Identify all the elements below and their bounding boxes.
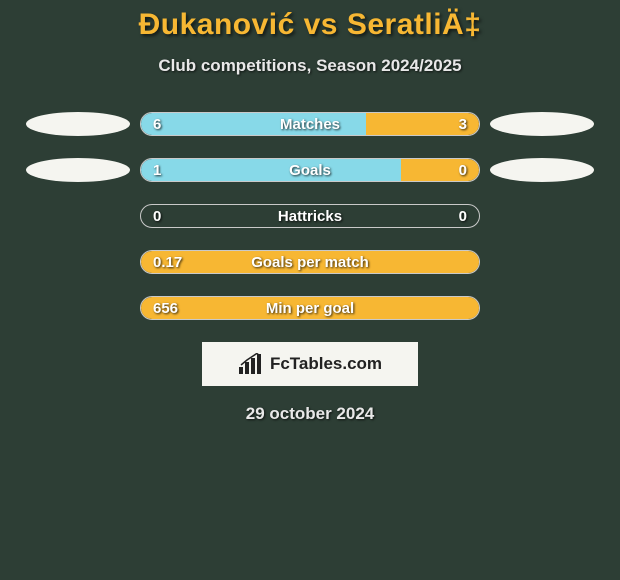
stat-row: 6Matches3 [0, 112, 620, 136]
player-right-avatar [490, 158, 594, 182]
stat-value-right: 0 [459, 159, 467, 181]
subtitle: Club competitions, Season 2024/2025 [0, 56, 620, 76]
stat-bar: 656Min per goal [140, 296, 480, 320]
stat-rows: 6Matches31Goals00Hattricks00.17Goals per… [0, 112, 620, 320]
stat-name: Min per goal [141, 297, 479, 319]
stat-bar: 0.17Goals per match [140, 250, 480, 274]
stat-bar: 1Goals0 [140, 158, 480, 182]
player-left-avatar [26, 112, 130, 136]
stat-row: 0Hattricks0 [0, 204, 620, 228]
stat-name: Hattricks [141, 205, 479, 227]
brand-text: FcTables.com [270, 354, 382, 374]
comparison-card: Đukanović vs SeratliÄ‡ Club competitions… [0, 0, 620, 424]
stat-value-right: 3 [459, 113, 467, 135]
stat-row: 0.17Goals per match [0, 250, 620, 274]
stat-bar: 6Matches3 [140, 112, 480, 136]
stat-value-right: 0 [459, 205, 467, 227]
stat-bar: 0Hattricks0 [140, 204, 480, 228]
stat-name: Goals per match [141, 251, 479, 273]
page-title: Đukanović vs SeratliÄ‡ [0, 8, 620, 42]
brand-chart-icon [238, 353, 264, 375]
brand-badge: FcTables.com [202, 342, 418, 386]
date-text: 29 october 2024 [0, 404, 620, 424]
stat-row: 656Min per goal [0, 296, 620, 320]
stat-row: 1Goals0 [0, 158, 620, 182]
stat-name: Matches [141, 113, 479, 135]
player-left-avatar [26, 158, 130, 182]
player-right-avatar [490, 112, 594, 136]
stat-name: Goals [141, 159, 479, 181]
